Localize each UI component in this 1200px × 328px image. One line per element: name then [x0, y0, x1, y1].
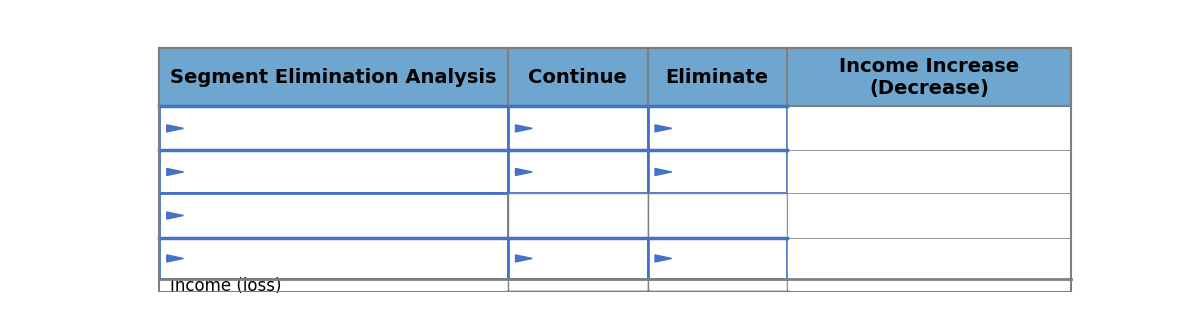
- Text: Income Increase
(Decrease): Income Increase (Decrease): [839, 57, 1019, 98]
- Polygon shape: [516, 125, 533, 132]
- Text: Eliminate: Eliminate: [666, 68, 769, 87]
- Polygon shape: [516, 168, 533, 175]
- Bar: [787, 48, 1070, 106]
- Polygon shape: [516, 255, 533, 262]
- Bar: [508, 151, 648, 194]
- Bar: [160, 48, 508, 106]
- Polygon shape: [655, 255, 672, 262]
- Bar: [787, 279, 1070, 292]
- Bar: [648, 194, 787, 237]
- Bar: [160, 151, 508, 194]
- Bar: [787, 194, 1070, 237]
- Text: Income (loss): Income (loss): [170, 277, 282, 295]
- Bar: [648, 106, 787, 151]
- Bar: [648, 237, 787, 279]
- Bar: [160, 106, 508, 151]
- Bar: [508, 237, 648, 279]
- Polygon shape: [167, 168, 184, 175]
- Polygon shape: [655, 168, 672, 175]
- Bar: [648, 151, 787, 194]
- Bar: [160, 48, 1070, 106]
- Text: Continue: Continue: [528, 68, 628, 87]
- Bar: [160, 237, 508, 279]
- Bar: [648, 279, 787, 292]
- Text: Segment Elimination Analysis: Segment Elimination Analysis: [170, 68, 497, 87]
- Polygon shape: [167, 255, 184, 262]
- Polygon shape: [167, 125, 184, 132]
- Bar: [508, 279, 648, 292]
- Bar: [787, 106, 1070, 151]
- Polygon shape: [167, 212, 184, 219]
- Bar: [160, 194, 508, 237]
- Polygon shape: [655, 125, 672, 132]
- Bar: [787, 151, 1070, 194]
- Bar: [648, 48, 787, 106]
- Bar: [787, 237, 1070, 279]
- Bar: [508, 48, 648, 106]
- Bar: [160, 279, 508, 292]
- Bar: [508, 106, 648, 151]
- Bar: [508, 194, 648, 237]
